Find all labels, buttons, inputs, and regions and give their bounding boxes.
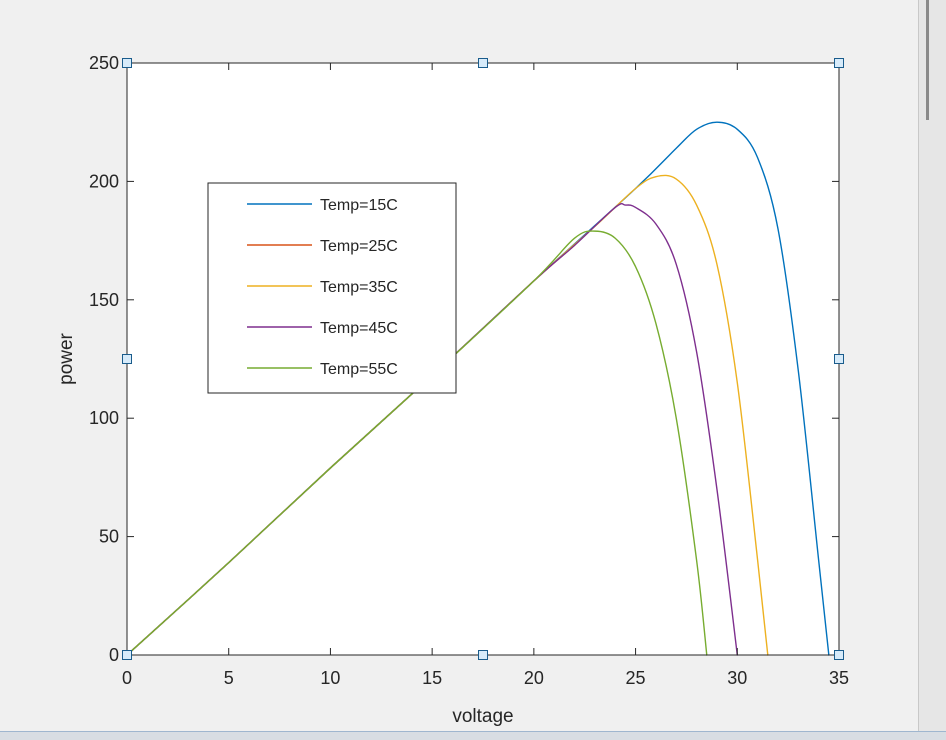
series-line-5 (126, 230, 708, 656)
y-tick-label: 150 (89, 290, 119, 310)
legend-label: Temp=25C (320, 238, 398, 255)
legend[interactable]: Temp=15C Temp=25C Temp=35C Temp=45C Temp=55C (207, 182, 457, 394)
legend-label: Temp=15C (320, 197, 398, 214)
selection-handle (478, 650, 488, 660)
y-tick-label: 100 (89, 408, 119, 428)
y-tick-label: 50 (99, 527, 119, 547)
legend-label: Temp=55C (320, 361, 398, 378)
legend-box (207, 182, 457, 394)
x-tick-label: 10 (320, 668, 340, 688)
y-tick-label: 250 (89, 53, 119, 73)
y-axis-label: power (56, 332, 77, 384)
legend-label: Temp=35C (320, 279, 398, 296)
legend-label: Temp=45C (320, 320, 398, 337)
selection-handles (122, 58, 844, 660)
series-layer (126, 121, 830, 656)
x-tick-label: 15 (422, 668, 442, 688)
selection-handle (834, 354, 844, 364)
x-axis-label: voltage (452, 706, 513, 727)
selection-handle (122, 58, 132, 68)
x-tick-label: 20 (524, 668, 544, 688)
legend-entries: Temp=15C Temp=25C Temp=35C Temp=45C Temp=55C (247, 197, 398, 378)
window-right-edge (918, 0, 946, 739)
x-tick-label: 30 (727, 668, 747, 688)
y-tick-label: 0 (109, 645, 119, 665)
y-tick-label: 200 (89, 171, 119, 191)
selection-handle (478, 58, 488, 68)
selection-handle (122, 650, 132, 660)
axes[interactable]: 0 5 10 15 20 25 30 35 0 50 100 150 200 250 (89, 53, 849, 688)
selection-handle (834, 58, 844, 68)
window-bottom-edge (0, 731, 946, 740)
x-tick-label: 35 (829, 668, 849, 688)
selection-handle (834, 650, 844, 660)
x-tick-label: 25 (626, 668, 646, 688)
selection-handle (122, 354, 132, 364)
x-tick-label: 5 (224, 668, 234, 688)
x-tick-label: 0 (122, 668, 132, 688)
window-scroll-strip (926, 0, 929, 120)
